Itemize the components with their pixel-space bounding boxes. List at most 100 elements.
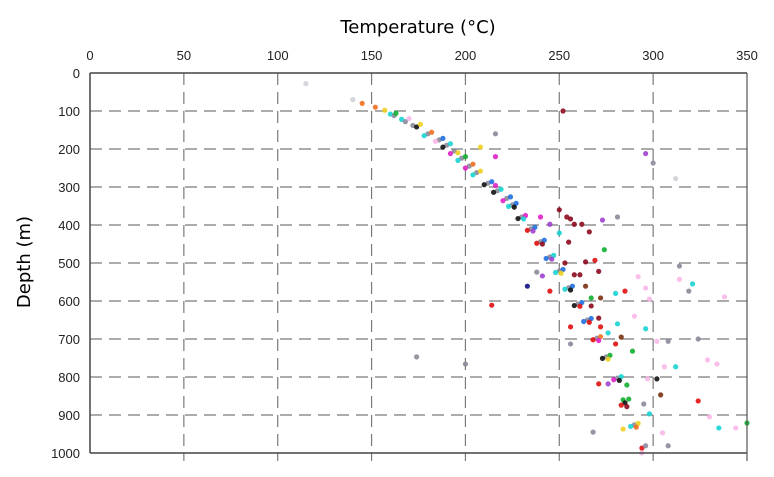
data-point [421, 133, 427, 139]
data-point [618, 334, 624, 340]
data-point [539, 241, 545, 247]
data-point [462, 154, 469, 160]
data-point [605, 330, 611, 336]
data-point [372, 104, 378, 110]
data-point [567, 324, 574, 330]
data-point [429, 129, 435, 135]
data-point [490, 189, 497, 195]
data-point [643, 150, 649, 157]
data-point [673, 364, 679, 370]
data-point [571, 272, 577, 278]
data-point [676, 263, 683, 269]
y-tick-label: 500 [58, 256, 80, 271]
data-point [661, 364, 668, 370]
data-point [414, 124, 420, 130]
data-point [477, 144, 484, 150]
data-point [567, 341, 574, 347]
x-tick-label: 0 [86, 48, 93, 63]
y-tick-label: 200 [58, 142, 80, 157]
data-point [567, 287, 574, 293]
data-point [658, 392, 664, 398]
data-point [654, 338, 660, 344]
data-point [402, 119, 408, 125]
data-point [406, 116, 412, 122]
y-tick-label: 400 [58, 218, 80, 233]
data-point [592, 257, 598, 263]
grid-lines [90, 73, 747, 461]
data-point [676, 276, 683, 282]
data-point [489, 302, 495, 308]
data-point [597, 324, 604, 330]
y-axis-title: Depth (m) [14, 216, 35, 308]
data-point [470, 161, 476, 167]
data-point [635, 274, 641, 280]
data-point [455, 150, 461, 156]
data-point [631, 313, 637, 319]
data-point [560, 108, 566, 114]
data-point [393, 110, 399, 116]
data-point [639, 445, 645, 451]
data-point [624, 382, 630, 388]
data-point [605, 356, 611, 362]
data-point [539, 273, 545, 279]
data-point [359, 100, 365, 106]
data-point [586, 319, 592, 325]
data-point [644, 376, 651, 382]
data-point [440, 135, 446, 141]
data-point [654, 376, 660, 382]
data-point [507, 194, 514, 200]
y-tick-label: 800 [58, 370, 80, 385]
y-tick-label: 100 [58, 104, 80, 119]
data-point [462, 361, 469, 367]
data-point [613, 290, 619, 296]
data-point [577, 303, 583, 309]
data-point [506, 203, 512, 209]
data-point [618, 402, 624, 408]
data-point [566, 239, 572, 245]
data-point [399, 116, 405, 122]
data-point [588, 295, 594, 301]
y-tick-label: 0 [73, 66, 80, 81]
data-point [704, 357, 711, 363]
data-point [470, 172, 476, 178]
data-point [477, 168, 484, 174]
y-tick-label: 1000 [51, 446, 80, 461]
data-point [582, 259, 589, 265]
x-tick-label: 300 [642, 48, 664, 63]
data-point [530, 228, 536, 234]
data-point [695, 398, 701, 404]
data-point [382, 107, 388, 113]
x-tick-label: 100 [267, 48, 289, 63]
data-points [303, 81, 750, 456]
data-point [706, 414, 713, 420]
y-tick-labels: 0 100 200 300 400 500 600 700 800 900 1000 [51, 66, 80, 461]
data-point [599, 355, 606, 361]
data-point [714, 361, 720, 367]
data-point [590, 337, 596, 343]
data-point [534, 269, 540, 275]
x-axis-title: Temperature (°C) [339, 17, 495, 38]
plot-frame [89, 72, 748, 461]
data-point [659, 430, 666, 436]
data-point [716, 425, 722, 431]
data-point [562, 286, 568, 292]
data-point [620, 426, 626, 432]
data-point [562, 260, 568, 266]
data-point [556, 207, 562, 213]
data-point [571, 221, 577, 227]
data-point [721, 294, 728, 300]
data-point [695, 336, 701, 342]
data-point [665, 338, 671, 344]
data-point [686, 288, 692, 294]
y-tick-label: 300 [58, 180, 80, 195]
data-point [643, 326, 649, 332]
data-point [581, 318, 587, 325]
data-point [616, 377, 622, 384]
data-point [455, 157, 461, 163]
x-tick-label: 350 [736, 48, 758, 63]
data-point [596, 268, 602, 274]
data-point [643, 285, 649, 291]
data-point [414, 354, 420, 360]
data-point [641, 401, 647, 407]
